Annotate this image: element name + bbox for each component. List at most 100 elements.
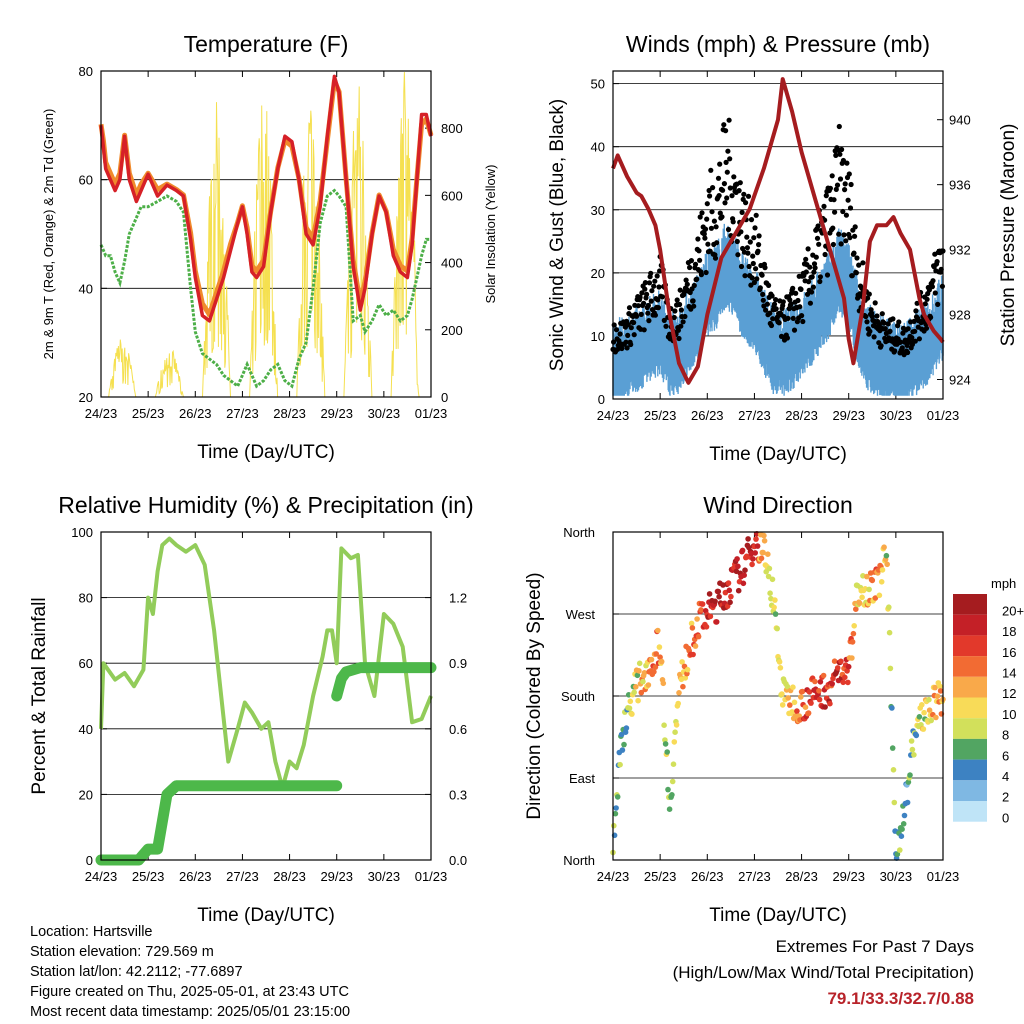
precip-line-recent [331,662,437,702]
direction-point [640,678,646,685]
direction-point [900,821,907,827]
winds-xlabel: Time (Day/UTC) [709,444,847,465]
gust-point [750,260,756,267]
solar-insolation-line [107,71,420,398]
gust-point [816,241,822,247]
gust-point [646,280,653,286]
direction-point [726,587,733,594]
gust-point [848,181,854,188]
temp-2m-line [99,74,433,323]
direction-point [765,551,771,557]
direction-point [735,563,741,570]
direction-point [740,580,747,587]
gust-point [672,308,678,314]
direction-point [734,556,740,562]
gust-point [762,265,768,271]
gust-point [720,187,726,193]
gust-point [905,326,911,332]
direction-point [735,587,742,594]
gust-point [842,187,848,193]
gust-point [830,225,836,231]
direction-point [790,684,796,690]
direction-point [934,693,941,699]
temperature-ytick-label: 40 [79,281,93,296]
gust-point [803,269,809,275]
direction-point [675,700,681,707]
gust-point [724,195,730,201]
gust-point [654,273,660,279]
humidity-xtick-label: 24/23 [85,869,118,884]
direction-point [928,717,934,724]
winds-y2tick-label: 940 [949,113,971,128]
direction-point [864,573,870,580]
direction-point [916,714,923,720]
direction-point [631,689,637,696]
winds-ytick-label: 30 [591,203,605,218]
gust-point [745,193,752,199]
gust-point [684,281,690,287]
direction-point [612,810,619,817]
gust-point [872,300,878,306]
gust-point [864,319,870,325]
direction-point [633,684,639,690]
gust-point [780,299,786,305]
direction-point [629,711,635,717]
speed-legend-title: mph [991,576,1016,591]
gust-point [767,310,773,316]
direction-point [820,672,827,679]
temperature-title: Temperature (F) [184,31,349,57]
gust-point [842,181,848,187]
gust-point [928,314,934,320]
direction-point [886,629,893,636]
gust-point [846,171,852,177]
direction-point [635,697,641,704]
gust-point [773,306,779,312]
gust-point [773,297,779,303]
created-text: Figure created on Thu, 2025-05-01, at 23… [30,984,349,1000]
direction-point [776,659,783,665]
gust-point [613,327,620,333]
direction-point [907,772,913,778]
speed-legend-label: 12 [1002,686,1016,701]
gust-point [764,301,771,307]
gust-point [795,297,801,304]
direction-point [712,598,718,605]
gust-point [878,343,884,349]
gust-point [648,270,654,276]
humidity-xtick-label: 25/23 [132,869,165,884]
speed-legend-swatch [953,780,987,801]
humidity-xtick-label: 27/23 [226,869,259,884]
speed-legend-swatch [953,656,987,677]
direction-point [676,690,682,696]
direction-point [937,688,944,694]
direction-point [614,794,621,800]
direction-point [859,594,865,601]
gust-point [811,269,817,275]
gust-point [705,241,711,247]
gust-point [924,296,930,302]
wind_direction-xtick-label: 27/23 [738,869,771,884]
gust-point [770,316,776,322]
winds-ytick-label: 0 [598,392,605,407]
temperature-xtick-label: 29/23 [320,406,353,421]
direction-point [798,694,804,700]
direction-point [889,745,896,751]
direction-point [645,682,652,688]
gust-point [656,284,662,290]
direction-point [869,577,876,584]
direction-point [844,668,850,674]
direction-point [745,536,751,542]
gust-point [717,161,723,167]
direction-point [613,805,619,811]
direction-ytick-label: North [563,525,595,540]
direction-point [752,550,758,556]
direction-point [926,707,933,713]
gust-point [849,273,855,279]
gust-point [811,261,818,267]
temperature-frame [100,70,432,398]
wind_direction-xtick-label: 30/23 [880,869,913,884]
direction-point [806,689,813,695]
temperature-y2tick-label: 800 [441,121,463,136]
gust-point [724,169,730,175]
gust-point [624,345,630,351]
